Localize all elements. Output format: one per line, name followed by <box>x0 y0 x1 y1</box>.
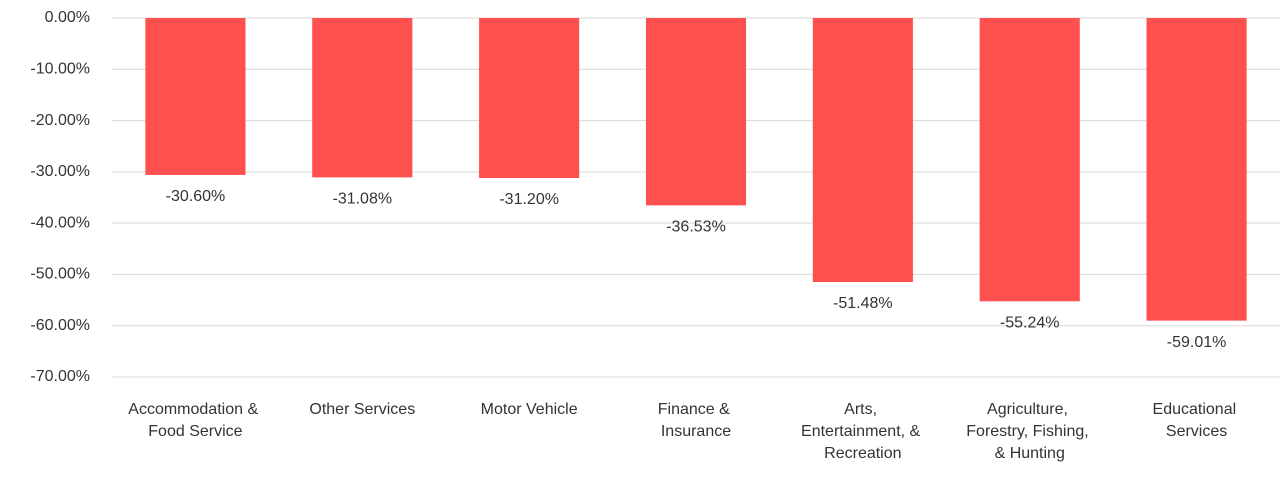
data-label: -51.48% <box>833 295 893 312</box>
x-tick-label: Arts, Entertainment, & Recreation <box>801 401 925 462</box>
y-tick-label: -30.00% <box>30 163 90 180</box>
bar <box>312 18 413 178</box>
x-tick-label: Motor Vehicle <box>481 401 578 418</box>
y-tick-label: -70.00% <box>30 368 90 385</box>
x-tick-label: Accommodation & Food Service <box>128 401 262 440</box>
x-tick-label: Finance & Insurance <box>658 401 734 440</box>
y-tick-label: -10.00% <box>30 61 90 78</box>
data-label: -31.08% <box>332 191 392 208</box>
y-tick-label: -50.00% <box>30 266 90 283</box>
bar <box>645 18 747 206</box>
data-label: -59.01% <box>1167 334 1227 351</box>
data-label: -31.20% <box>499 191 559 208</box>
bar <box>145 18 246 175</box>
data-label: -36.53% <box>666 219 726 236</box>
bar <box>1146 18 1247 321</box>
data-label: -30.60% <box>166 188 226 205</box>
y-tick-label: -60.00% <box>30 317 90 334</box>
x-tick-label: Educational Services <box>1153 401 1241 440</box>
bar <box>812 18 913 283</box>
x-tick-label: Other Services <box>309 401 415 418</box>
y-tick-label: -20.00% <box>30 112 90 129</box>
y-tick-label: -40.00% <box>30 214 90 231</box>
data-label: -55.24% <box>1000 315 1060 332</box>
x-tick-label: Agriculture, Forestry, Fishing, & Huntin… <box>966 401 1093 462</box>
y-tick-label: 0.00% <box>45 9 90 26</box>
bar <box>479 18 580 179</box>
bar <box>979 18 1080 302</box>
